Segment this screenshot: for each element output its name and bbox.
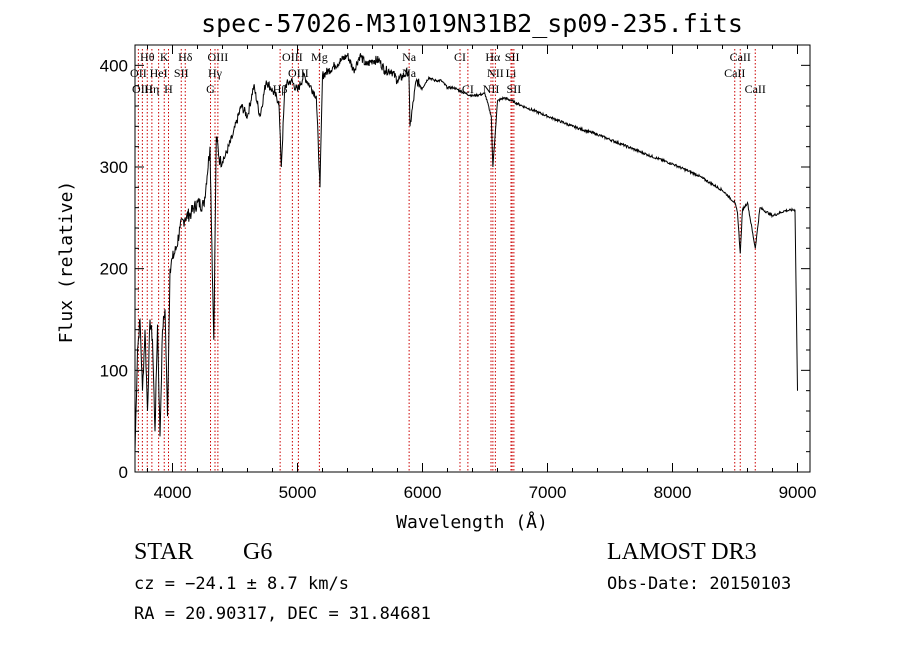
y-tick-label: 0 [119, 463, 128, 482]
line-label: Hα [485, 50, 501, 64]
line-label: SII [507, 82, 522, 96]
coordinates: RA = 20.90317, DEC = 31.84681 [134, 604, 431, 624]
line-label: CaII [724, 66, 745, 80]
chart-title: spec-57026-M31019N31B2_sp09-235.fits [201, 9, 743, 38]
line-label: NII [483, 82, 500, 96]
line-label: CaII [745, 82, 766, 96]
line-label: OII [130, 66, 147, 80]
line-label: G [206, 82, 215, 96]
line-label: SII [174, 66, 189, 80]
line-label: Hδ [178, 50, 193, 64]
object-class: STAR [134, 539, 194, 565]
observation-date: Obs-Date: 20150103 [607, 574, 792, 594]
survey-name: LAMOST DR3 [607, 539, 757, 565]
line-label: Hη [144, 82, 159, 96]
line-label: Na [402, 50, 417, 64]
line-label: OIII [288, 66, 309, 80]
x-axis-ticks: 4000 5000 6000 7000 8000 9000 [147, 45, 817, 502]
x-tick-label: 9000 [779, 483, 817, 502]
line-label: K [160, 50, 169, 64]
line-label: Li [506, 66, 517, 80]
line-label: H [164, 82, 173, 96]
spectral-line-markers [137, 49, 756, 472]
flux-series [134, 52, 798, 452]
line-label: OIII [208, 50, 229, 64]
x-tick-label: 8000 [654, 483, 692, 502]
x-tick-label: 5000 [279, 483, 317, 502]
redshift-velocity: cz = −24.1 ± 8.7 km/s [134, 574, 349, 594]
line-label: HeI [150, 66, 168, 80]
line-label: SII [505, 50, 520, 64]
x-axis-label: Wavelength (Å) [396, 511, 548, 533]
y-tick-label: 400 [100, 56, 128, 75]
x-tick-label: 6000 [404, 483, 442, 502]
y-tick-label: 300 [100, 158, 128, 177]
y-tick-label: 100 [100, 361, 128, 380]
object-subclass: G6 [243, 539, 273, 565]
line-label: CaII [730, 50, 751, 64]
y-axis-ticks: 0 100 200 300 400 [100, 56, 810, 482]
x-tick-label: 4000 [154, 483, 192, 502]
y-tick-label: 200 [100, 260, 128, 279]
line-label: CI [454, 50, 466, 64]
line-label: NII [487, 66, 504, 80]
line-label: Hθ [140, 50, 155, 64]
y-axis-label: Flux (relative) [56, 181, 77, 344]
line-label: Hγ [208, 66, 223, 80]
line-label: OIII [282, 50, 303, 64]
flux-line [134, 52, 798, 452]
x-tick-label: 7000 [529, 483, 567, 502]
plot-frame [134, 44, 811, 473]
line-label: Mg [311, 50, 328, 64]
